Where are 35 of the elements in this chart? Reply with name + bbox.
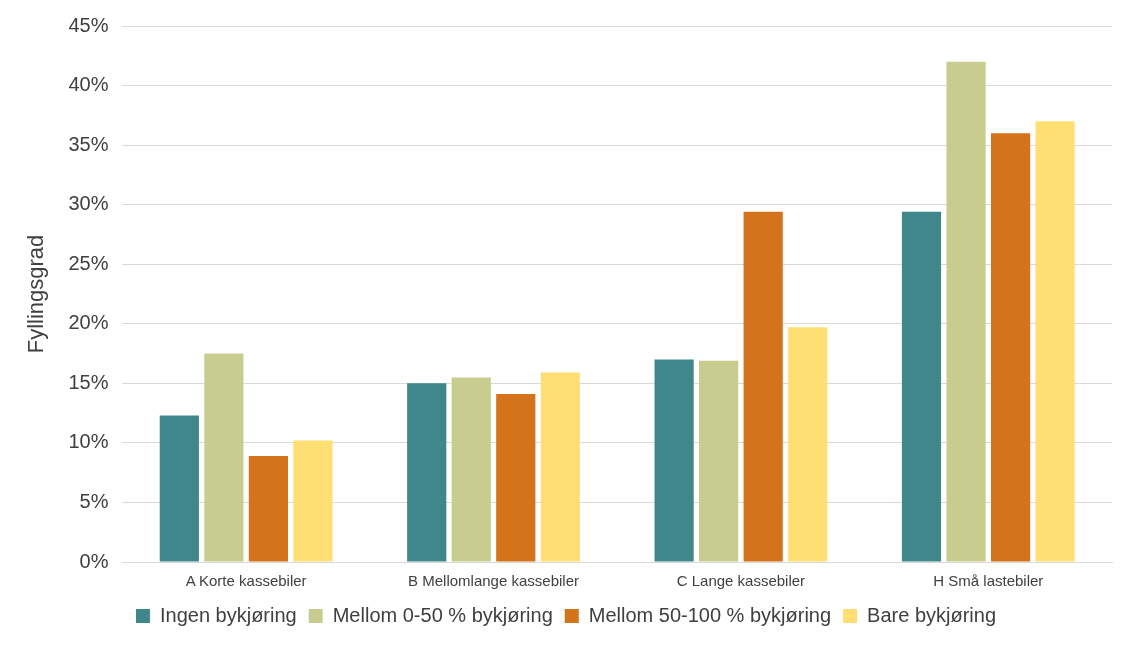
y-tick-label: 20% bbox=[68, 311, 109, 334]
bar bbox=[654, 359, 694, 562]
bar bbox=[451, 377, 491, 562]
x-tick-label: C Lange kassebiler bbox=[676, 572, 806, 590]
y-tick-label: 10% bbox=[68, 430, 109, 453]
y-tick-label: 15% bbox=[68, 370, 109, 393]
y-tick-label: 30% bbox=[68, 192, 109, 215]
bar bbox=[540, 372, 580, 562]
bar bbox=[990, 133, 1031, 562]
y-tick-label: 35% bbox=[68, 132, 109, 155]
bar bbox=[699, 360, 739, 562]
y-tick-label: 5% bbox=[79, 489, 109, 512]
legend-label: Ingen bykjøring bbox=[159, 603, 297, 626]
legend-label: Bare bykjøring bbox=[867, 603, 997, 626]
bar bbox=[743, 211, 783, 562]
x-tick-label: B Mellomlange kassebiler bbox=[408, 572, 579, 590]
bar bbox=[1035, 121, 1075, 562]
bar bbox=[407, 383, 447, 562]
x-tick-label: A Korte kassebiler bbox=[185, 572, 307, 590]
y-tick-label: 45% bbox=[68, 13, 109, 36]
y-tick-label: 25% bbox=[68, 251, 109, 274]
y-axis-title: Fyllingsgrad bbox=[23, 234, 49, 354]
bar bbox=[293, 440, 333, 562]
bar bbox=[159, 415, 199, 562]
bar bbox=[788, 327, 828, 562]
bar bbox=[496, 394, 536, 562]
bar bbox=[248, 455, 288, 562]
x-tick-label: H Små lastebiler bbox=[933, 572, 1044, 590]
bar bbox=[946, 61, 986, 562]
y-tick-label: 40% bbox=[68, 73, 109, 96]
bar bbox=[204, 353, 244, 562]
bar bbox=[901, 211, 942, 562]
y-tick-label: 0% bbox=[79, 549, 109, 572]
legend-label: Mellom 50-100 % bykjøring bbox=[588, 603, 832, 626]
legend-label: Mellom 0-50 % bykjøring bbox=[332, 603, 553, 626]
